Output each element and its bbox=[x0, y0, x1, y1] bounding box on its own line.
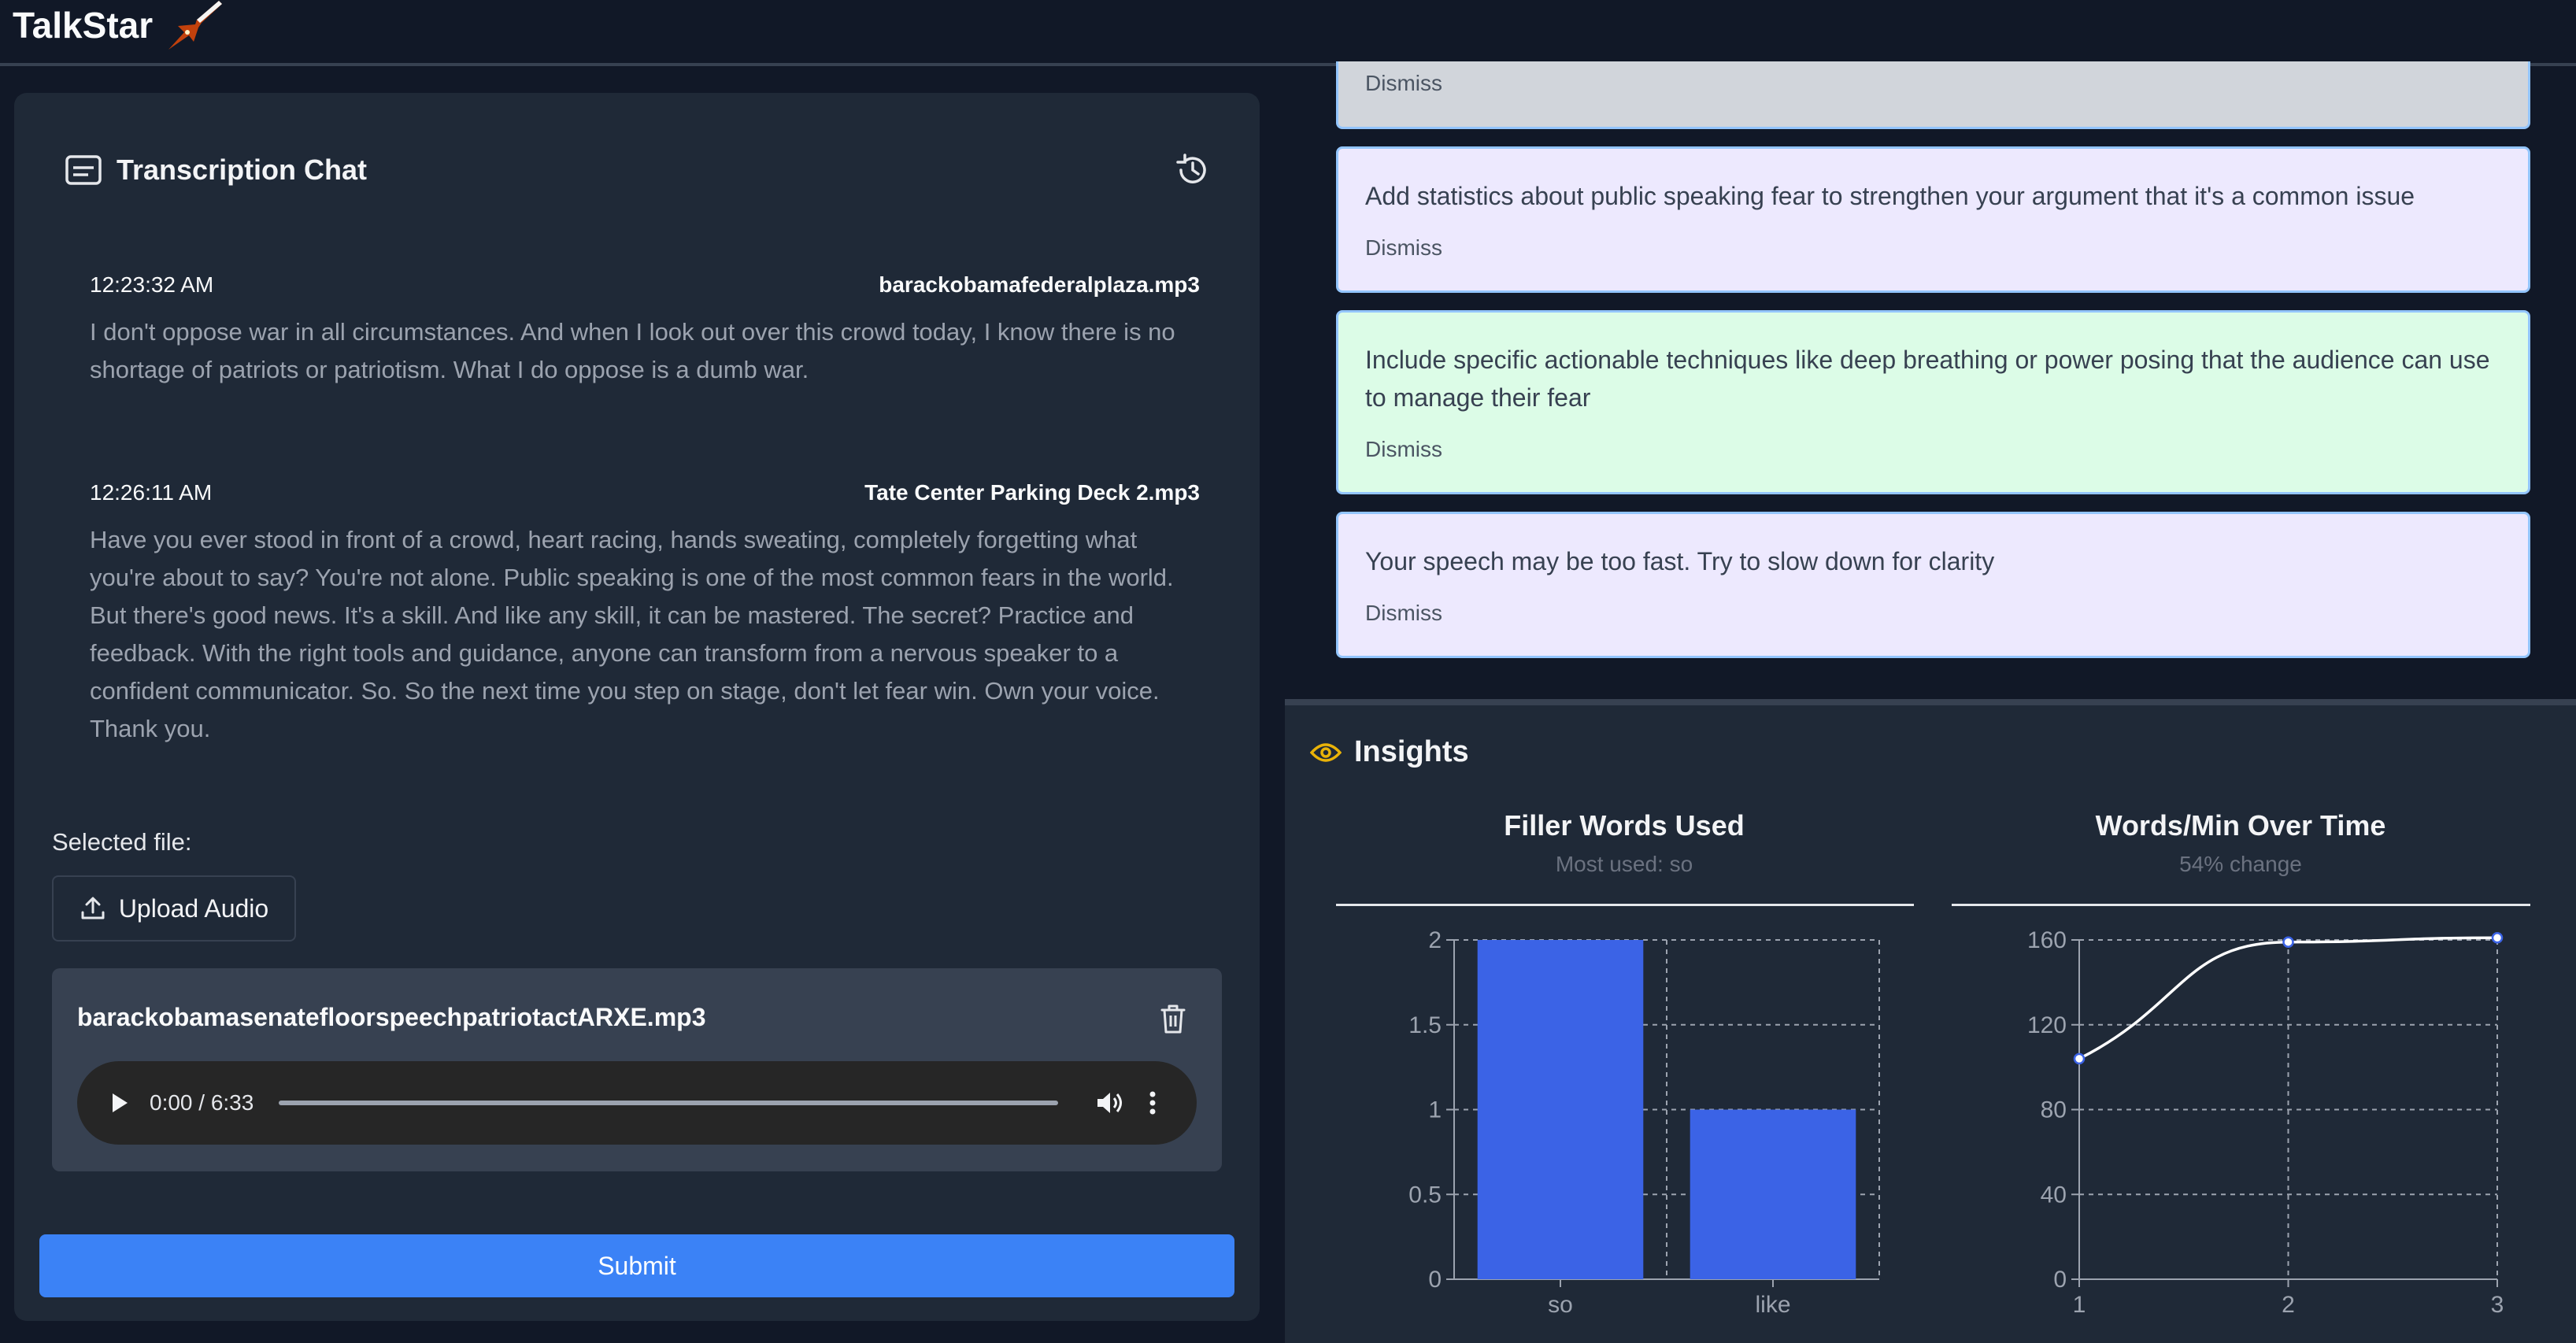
bar bbox=[1477, 940, 1644, 1279]
history-icon bbox=[1176, 154, 1206, 183]
chat-message: 12:23:32 AM barackobamafederalplaza.mp3 … bbox=[90, 272, 1200, 389]
guitar-icon bbox=[168, 1, 223, 50]
seek-bar[interactable] bbox=[279, 1101, 1059, 1105]
dismiss-button[interactable]: Dismiss bbox=[1365, 437, 1442, 461]
more-vertical-icon bbox=[1149, 1091, 1156, 1115]
upload-audio-button[interactable]: Upload Audio bbox=[52, 875, 296, 942]
volume-icon bbox=[1097, 1093, 1123, 1113]
submit-button[interactable]: Submit bbox=[39, 1234, 1234, 1297]
history-button[interactable] bbox=[1173, 150, 1212, 190]
filler-chart-rule bbox=[1336, 904, 1914, 906]
message-file: barackobamafederalplaza.mp3 bbox=[879, 272, 1200, 297]
x-tick-label: 2 bbox=[2282, 1292, 2295, 1318]
more-options-button[interactable] bbox=[1145, 1086, 1160, 1120]
subtitles-icon bbox=[65, 155, 102, 185]
data-point bbox=[2073, 1053, 2086, 1065]
trash-icon bbox=[1160, 1004, 1186, 1034]
y-tick-label: 1.5 bbox=[1408, 1012, 1442, 1038]
selected-file-label: Selected file: bbox=[52, 828, 192, 856]
y-tick-label: 1 bbox=[1428, 1097, 1442, 1123]
upload-audio-label: Upload Audio bbox=[118, 893, 269, 923]
insights-header: Insights bbox=[1310, 735, 1469, 769]
series-line bbox=[2078, 936, 2498, 1060]
message-text: I don't oppose war in all circumstances.… bbox=[90, 318, 1175, 383]
x-tick-label: 1 bbox=[2073, 1292, 2086, 1318]
y-tick-label: 40 bbox=[2041, 1182, 2067, 1208]
filler-words-chart: 0 0.5 1 1.5 2 so like bbox=[1408, 927, 1880, 1318]
volume-button[interactable] bbox=[1093, 1086, 1127, 1120]
y-tick-label: 0 bbox=[2053, 1267, 2067, 1293]
x-tick-label: like bbox=[1755, 1292, 1790, 1318]
eye-icon bbox=[1310, 742, 1342, 762]
wpm-chart-rule bbox=[1952, 904, 2530, 906]
chat-message: 12:26:11 AM Tate Center Parking Deck 2.m… bbox=[90, 480, 1200, 748]
audio-player: 0:00 / 6:33 bbox=[77, 1061, 1197, 1145]
data-point bbox=[2282, 936, 2294, 948]
bar bbox=[1690, 1109, 1856, 1279]
delete-file-button[interactable] bbox=[1156, 1001, 1190, 1036]
section-divider bbox=[1285, 699, 2576, 705]
y-tick-label: 2 bbox=[1428, 927, 1442, 953]
upload-icon bbox=[81, 897, 105, 919]
message-time: 12:23:32 AM bbox=[90, 272, 214, 297]
y-tick-label: 80 bbox=[2041, 1097, 2067, 1123]
message-time: 12:26:11 AM bbox=[90, 480, 213, 505]
app-name: TalkStar bbox=[13, 5, 154, 46]
words-per-minute-chart: 0 40 80 120 160 1 2 3 bbox=[2027, 927, 2504, 1318]
selected-file-card: barackobamasenatefloorspeechpatriotactAR… bbox=[52, 968, 1222, 1171]
chat-title: Transcription Chat bbox=[117, 154, 368, 186]
chat-header: Transcription Chat bbox=[65, 145, 1212, 195]
suggestion-card: Dismiss bbox=[1336, 61, 2530, 129]
x-tick-label: 3 bbox=[2491, 1292, 2504, 1318]
dismiss-button[interactable]: Dismiss bbox=[1365, 601, 1442, 625]
suggestion-text: Include specific actionable techniques l… bbox=[1365, 346, 2490, 412]
selected-file-name: barackobamasenatefloorspeechpatriotactAR… bbox=[77, 1003, 706, 1031]
dismiss-button[interactable]: Dismiss bbox=[1365, 235, 1442, 260]
suggestion-text: Add statistics about public speaking fea… bbox=[1365, 182, 2415, 210]
transcription-panel: Transcription Chat 12:23:32 AM barackoba… bbox=[14, 93, 1260, 1321]
top-bar: TalkStar bbox=[0, 0, 2576, 66]
filler-chart-subtitle: Most used: so bbox=[1555, 852, 1693, 876]
brand[interactable]: TalkStar bbox=[13, 0, 224, 54]
message-file: Tate Center Parking Deck 2.mp3 bbox=[864, 480, 1200, 505]
x-tick-label: so bbox=[1548, 1292, 1573, 1318]
message-text: Have you ever stood in front of a crowd,… bbox=[90, 526, 1174, 742]
filler-chart-title: Filler Words Used bbox=[1504, 809, 1745, 842]
y-tick-label: 120 bbox=[2027, 1012, 2067, 1038]
suggestion-card: Include specific actionable techniques l… bbox=[1336, 310, 2530, 494]
y-tick-label: 0.5 bbox=[1408, 1182, 1442, 1208]
dismiss-button[interactable]: Dismiss bbox=[1365, 71, 1442, 95]
y-tick-label: 0 bbox=[1428, 1267, 1442, 1293]
play-icon bbox=[113, 1093, 128, 1112]
wpm-chart-title: Words/Min Over Time bbox=[2095, 809, 2386, 842]
insights-title: Insights bbox=[1354, 735, 1469, 768]
y-tick-label: 160 bbox=[2027, 927, 2067, 953]
suggestion-card: Your speech may be too fast. Try to slow… bbox=[1336, 512, 2530, 658]
data-point bbox=[2491, 932, 2504, 944]
suggestion-card: Add statistics about public speaking fea… bbox=[1336, 146, 2530, 293]
suggestion-text: Your speech may be too fast. Try to slow… bbox=[1365, 547, 1995, 575]
player-time: 0:00 / 6:33 bbox=[150, 1090, 254, 1115]
play-button[interactable] bbox=[104, 1087, 135, 1119]
wpm-chart-subtitle: 54% change bbox=[2179, 852, 2302, 876]
